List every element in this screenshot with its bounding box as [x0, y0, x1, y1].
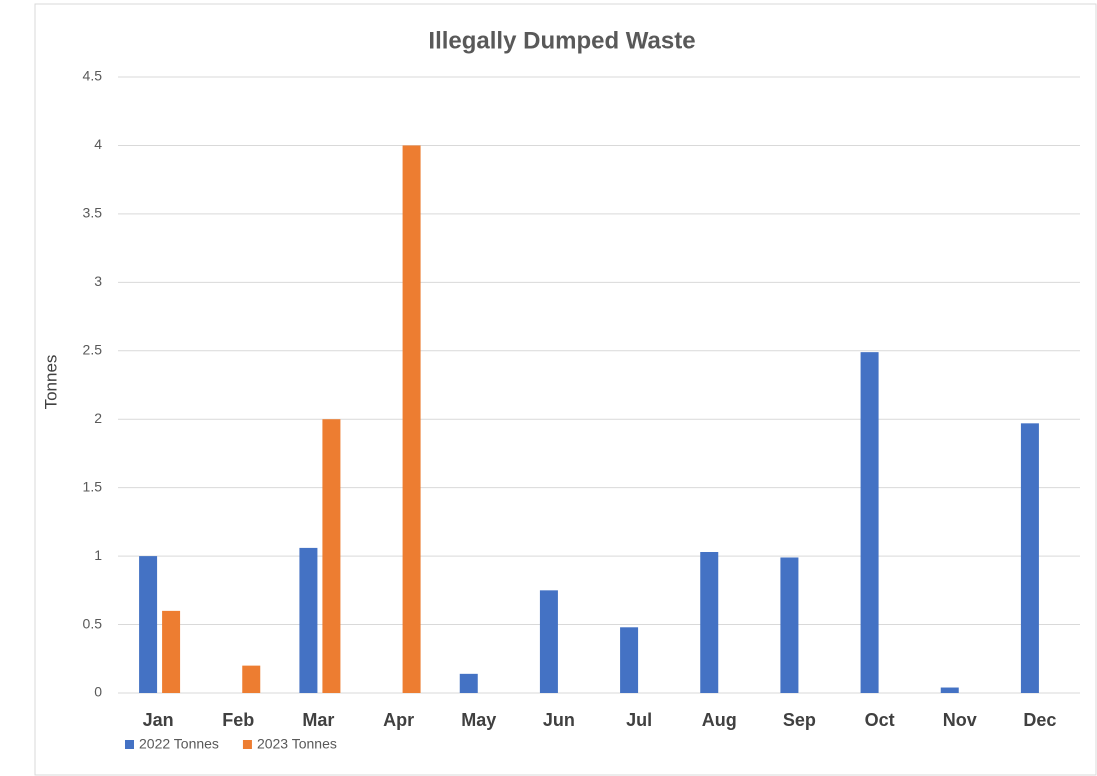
- y-tick-label: 2: [94, 410, 102, 426]
- x-tick-label: Jan: [143, 710, 174, 730]
- x-tick-label: Feb: [222, 710, 254, 730]
- bar: [299, 547, 318, 693]
- x-tick-label: Nov: [943, 710, 977, 730]
- y-tick-label: 3.5: [83, 205, 103, 221]
- x-tick-label: Jul: [626, 710, 652, 730]
- legend-label: 2023 Tonnes: [257, 736, 337, 752]
- y-tick-label: 1.5: [83, 478, 103, 494]
- chart-border: [34, 3, 1097, 776]
- x-tick-label: Sep: [783, 710, 816, 730]
- bar: [940, 687, 959, 693]
- bar: [539, 590, 558, 693]
- y-tick-label: 0.5: [83, 615, 103, 631]
- chart-title: Illegally Dumped Waste: [428, 27, 695, 54]
- bar: [459, 673, 478, 693]
- bar: [860, 352, 879, 693]
- x-tick-label: Oct: [865, 710, 895, 730]
- y-tick-label: 4.5: [83, 68, 103, 84]
- bar: [322, 419, 341, 693]
- legend-swatch: [125, 740, 134, 749]
- y-axis-label: Tonnes: [41, 355, 60, 410]
- legend-swatch: [242, 740, 252, 749]
- x-tick-label: Jun: [543, 710, 575, 730]
- y-tick-label: 4: [94, 136, 102, 152]
- y-tick-label: 2.5: [83, 341, 103, 357]
- x-tick-label: Mar: [302, 710, 334, 730]
- bar: [620, 627, 639, 693]
- bar: [162, 610, 181, 693]
- y-tick-label: 3: [94, 273, 102, 289]
- y-tick-label: 0: [94, 684, 102, 700]
- bar: [780, 557, 799, 693]
- x-tick-label: Aug: [702, 710, 737, 730]
- bar: [402, 145, 421, 693]
- bar: [1020, 423, 1039, 693]
- bar: [139, 556, 158, 693]
- bar: [700, 552, 719, 693]
- x-tick-label: Dec: [1023, 710, 1056, 730]
- y-tick-label: 1: [94, 547, 102, 563]
- x-tick-label: May: [461, 710, 496, 730]
- legend-label: 2022 Tonnes: [139, 736, 219, 752]
- bar: [242, 665, 261, 693]
- x-tick-label: Apr: [383, 710, 414, 730]
